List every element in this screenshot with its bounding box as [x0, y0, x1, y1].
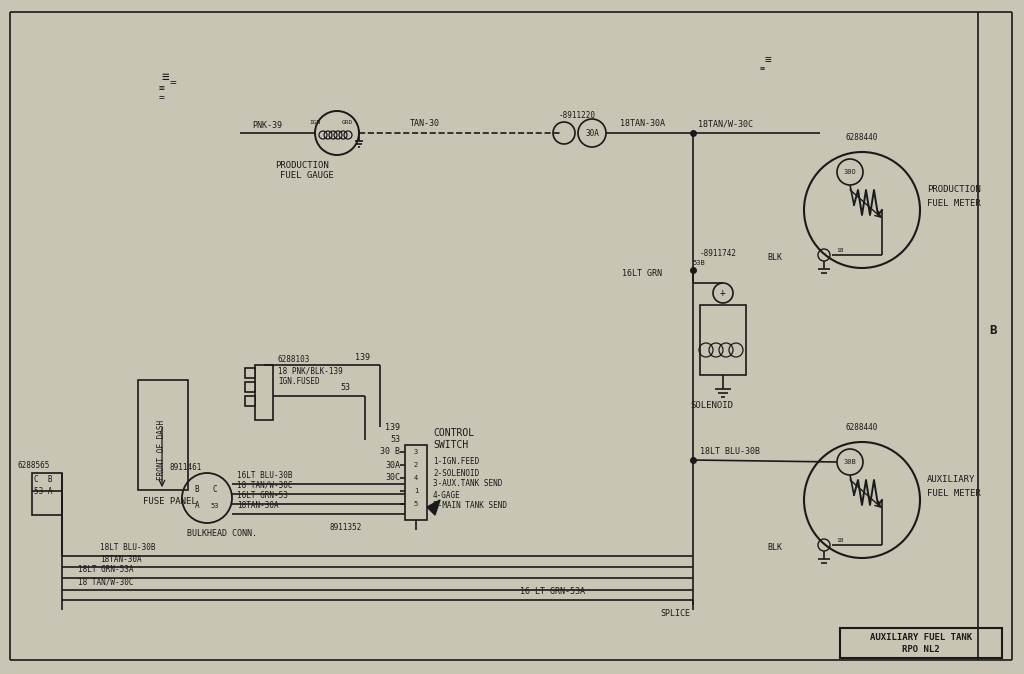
- Text: 18: 18: [836, 537, 844, 543]
- Text: +: +: [720, 288, 726, 298]
- Text: ≡: ≡: [765, 55, 771, 65]
- Text: C  B: C B: [34, 474, 52, 483]
- Text: 53: 53: [340, 384, 350, 392]
- Text: 53: 53: [390, 435, 400, 444]
- Text: C: C: [213, 485, 217, 495]
- Text: 18TAN-30A: 18TAN-30A: [620, 119, 665, 129]
- Text: SPLICE: SPLICE: [660, 609, 690, 619]
- Text: 18TAN-30A: 18TAN-30A: [237, 501, 279, 510]
- Text: 16LT BLU-30B: 16LT BLU-30B: [237, 470, 293, 479]
- Text: GRD: GRD: [342, 121, 353, 125]
- Text: 18 PNK/BLK-139: 18 PNK/BLK-139: [278, 367, 343, 375]
- Text: 30A: 30A: [585, 129, 599, 137]
- Text: BULKHEAD CONN.: BULKHEAD CONN.: [187, 528, 257, 537]
- Text: AUXILIARY: AUXILIARY: [927, 475, 976, 485]
- Text: 4-GAGE: 4-GAGE: [433, 491, 461, 499]
- Text: SOLENOID: SOLENOID: [690, 400, 733, 410]
- Text: 5: 5: [414, 501, 418, 507]
- Text: B: B: [195, 485, 200, 495]
- Text: 3: 3: [414, 449, 418, 455]
- Text: 18 TAN/W-30C: 18 TAN/W-30C: [237, 481, 293, 489]
- Text: 53: 53: [211, 503, 219, 509]
- Text: PRODUCTION: PRODUCTION: [927, 185, 981, 195]
- Text: 8911352: 8911352: [330, 522, 362, 532]
- Text: 53B: 53B: [692, 260, 705, 266]
- Bar: [700, 305, 746, 375]
- Bar: [245, 396, 255, 406]
- Text: 53 A: 53 A: [34, 487, 52, 495]
- Text: TAN-30: TAN-30: [410, 119, 440, 129]
- Text: 30B: 30B: [844, 459, 856, 465]
- Text: 6288440: 6288440: [846, 133, 879, 142]
- Bar: [245, 382, 255, 392]
- Bar: [840, 628, 1002, 658]
- Text: 6288440: 6288440: [846, 423, 879, 433]
- Text: ≡: ≡: [159, 83, 165, 93]
- Text: 30O: 30O: [844, 169, 856, 175]
- Text: 16LT GRN-53: 16LT GRN-53: [237, 491, 288, 499]
- Text: 139: 139: [385, 423, 400, 431]
- Text: =: =: [170, 78, 177, 88]
- Text: 18 TAN/W-30C: 18 TAN/W-30C: [78, 578, 133, 586]
- Text: 2: 2: [414, 462, 418, 468]
- Text: 18TAN-30A: 18TAN-30A: [100, 555, 141, 563]
- Text: FUEL METER: FUEL METER: [927, 199, 981, 208]
- Text: PRODUCTION: PRODUCTION: [275, 160, 329, 169]
- Text: FUEL GAUGE: FUEL GAUGE: [281, 171, 334, 181]
- Text: PNK-39: PNK-39: [252, 121, 282, 129]
- Text: 18LT BLU-30B: 18LT BLU-30B: [700, 446, 760, 456]
- Bar: [255, 365, 273, 420]
- Text: 18: 18: [836, 247, 844, 253]
- Text: 3-AUX.TANK SEND: 3-AUX.TANK SEND: [433, 479, 503, 489]
- Text: SWITCH: SWITCH: [433, 440, 468, 450]
- Text: 1-IGN.FEED: 1-IGN.FEED: [433, 458, 479, 466]
- Bar: [138, 380, 188, 490]
- Text: ≡: ≡: [161, 71, 169, 84]
- Text: 2-SOLENOID: 2-SOLENOID: [433, 468, 479, 477]
- Text: -8911742: -8911742: [700, 249, 737, 259]
- Text: 18TAN/W-30C: 18TAN/W-30C: [698, 119, 753, 129]
- Text: BLK: BLK: [767, 253, 782, 262]
- Text: 18LT BLU-30B: 18LT BLU-30B: [100, 543, 156, 553]
- Text: 6288103: 6288103: [278, 355, 310, 365]
- Text: 30C: 30C: [385, 474, 400, 483]
- Text: RPO NL2: RPO NL2: [902, 646, 940, 654]
- Text: BLK: BLK: [767, 543, 782, 551]
- Text: IGN.FUSED: IGN.FUSED: [278, 377, 319, 386]
- Text: 6288565: 6288565: [18, 460, 50, 470]
- Text: FUEL METER: FUEL METER: [927, 489, 981, 497]
- Text: AUXILIARY FUEL TANK: AUXILIARY FUEL TANK: [870, 634, 972, 642]
- Text: A: A: [195, 501, 200, 510]
- Text: 1: 1: [414, 488, 418, 494]
- Text: IGN: IGN: [309, 121, 321, 125]
- Text: 16 LT GRN-53A: 16 LT GRN-53A: [520, 586, 585, 596]
- Text: =: =: [159, 93, 165, 103]
- Text: B: B: [989, 324, 996, 336]
- Text: FRONT OF DASH: FRONT OF DASH: [158, 420, 167, 480]
- Text: 4: 4: [414, 475, 418, 481]
- Text: 139: 139: [355, 353, 370, 361]
- Text: 8911461: 8911461: [170, 464, 203, 472]
- Bar: [245, 368, 255, 378]
- Polygon shape: [427, 500, 440, 515]
- Bar: [32, 473, 62, 515]
- Text: 18LT GRN-53A: 18LT GRN-53A: [78, 565, 133, 574]
- Bar: [406, 445, 427, 520]
- Text: -8911220: -8911220: [559, 111, 596, 119]
- Text: ≡: ≡: [760, 63, 765, 73]
- Text: FUSE PANEL: FUSE PANEL: [143, 497, 197, 506]
- Text: 16LT GRN: 16LT GRN: [622, 270, 662, 278]
- Text: 5-MAIN TANK SEND: 5-MAIN TANK SEND: [433, 501, 507, 510]
- Text: 30 B: 30 B: [380, 448, 400, 456]
- Text: 30A: 30A: [385, 460, 400, 470]
- Text: CONTROL: CONTROL: [433, 428, 474, 438]
